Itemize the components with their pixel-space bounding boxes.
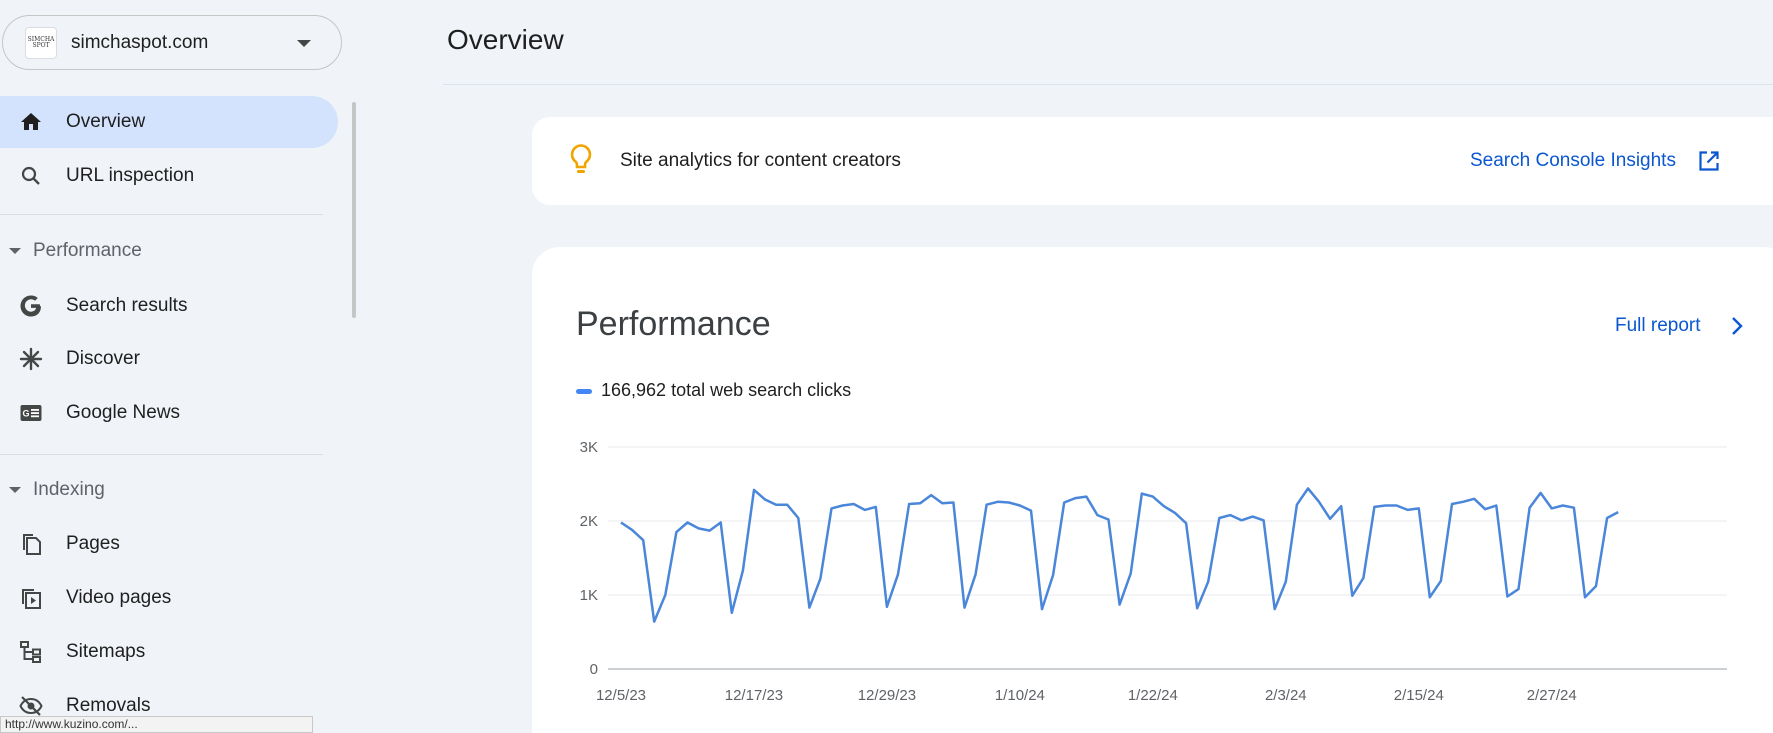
x-tick-label: 2/15/24 bbox=[1394, 687, 1444, 704]
nav-item-removals[interactable]: Removals bbox=[0, 680, 338, 732]
clicks-series-line[interactable] bbox=[620, 487, 1619, 623]
nav-label-pages: Pages bbox=[66, 533, 120, 554]
open-external-icon[interactable] bbox=[1698, 150, 1720, 172]
nav-label-sitemaps: Sitemaps bbox=[66, 641, 146, 662]
search-icon bbox=[18, 163, 44, 189]
chevron-right-icon[interactable] bbox=[1728, 315, 1746, 337]
y-tick-label: 3K bbox=[580, 439, 598, 456]
nav-label-google-news: Google News bbox=[66, 402, 181, 423]
property-name: simchaspot.com bbox=[71, 31, 209, 53]
section-performance[interactable]: Performance bbox=[0, 231, 320, 271]
insights-card: Site analytics for content creators Sear… bbox=[532, 117, 1773, 205]
page-title: Overview bbox=[447, 24, 564, 55]
nav-item-search-results[interactable]: Search results bbox=[0, 280, 338, 332]
x-tick-label: 12/17/23 bbox=[725, 687, 783, 704]
collapse-caret-icon bbox=[9, 248, 21, 254]
nav-label-discover: Discover bbox=[66, 348, 140, 369]
nav-label-search-results: Search results bbox=[66, 295, 188, 316]
removals-icon bbox=[18, 693, 44, 719]
nav-label-overview: Overview bbox=[66, 111, 146, 132]
clicks-line-chart[interactable]: 0 1K 2K 3K 12/5/23 12/17/23 12/29/23 1/10/24 1/2… bbox=[532, 427, 1773, 733]
nav-item-overview[interactable]: Overview bbox=[0, 96, 338, 148]
home-icon bbox=[18, 109, 44, 135]
nav-label-url-inspection: URL inspection bbox=[66, 165, 195, 186]
x-tick-label: 2/27/24 bbox=[1527, 687, 1577, 704]
x-tick-label: 2/3/24 bbox=[1265, 687, 1307, 704]
y-tick-label: 0 bbox=[590, 661, 598, 678]
header-divider bbox=[443, 84, 1773, 85]
property-selector[interactable]: SIMCHA SPOT simchaspot.com bbox=[2, 15, 342, 70]
nav-item-discover[interactable]: Discover bbox=[0, 333, 338, 385]
lightbulb-icon bbox=[568, 143, 594, 177]
performance-title: Performance bbox=[576, 305, 771, 343]
google-g-icon bbox=[18, 293, 44, 319]
asterisk-icon bbox=[18, 346, 44, 372]
section-label-indexing: Indexing bbox=[33, 479, 105, 500]
performance-card: Performance Full report 166,962 total we… bbox=[532, 247, 1773, 733]
legend-swatch bbox=[576, 389, 592, 394]
pages-icon bbox=[18, 531, 44, 557]
nav-item-url-inspection[interactable]: URL inspection bbox=[0, 150, 338, 202]
y-tick-label: 2K bbox=[580, 513, 598, 530]
collapse-caret-icon bbox=[9, 487, 21, 493]
x-tick-label: 12/5/23 bbox=[596, 687, 646, 704]
nav-item-pages[interactable]: Pages bbox=[0, 518, 338, 570]
section-label-performance: Performance bbox=[33, 240, 142, 261]
news-icon: G bbox=[18, 400, 44, 426]
dropdown-caret-icon bbox=[297, 40, 311, 47]
nav-divider bbox=[0, 454, 323, 455]
nav-item-video-pages[interactable]: Video pages bbox=[0, 572, 338, 624]
nav-item-google-news[interactable]: G Google News bbox=[0, 387, 338, 439]
section-indexing[interactable]: Indexing bbox=[0, 470, 320, 510]
svg-text:G: G bbox=[23, 409, 30, 419]
legend-label[interactable]: 166,962 total web search clicks bbox=[601, 380, 852, 400]
search-console-insights-link[interactable]: Search Console Insights bbox=[1470, 150, 1676, 171]
y-tick-label: 1K bbox=[580, 587, 598, 604]
nav-item-sitemaps[interactable]: Sitemaps bbox=[0, 626, 338, 678]
nav-divider bbox=[0, 214, 323, 215]
full-report-link[interactable]: Full report bbox=[1615, 315, 1701, 336]
site-favicon: SIMCHA SPOT bbox=[25, 26, 57, 59]
sitemaps-icon bbox=[18, 639, 44, 665]
sidebar-scrollbar[interactable] bbox=[352, 102, 356, 318]
x-tick-label: 1/22/24 bbox=[1128, 687, 1178, 704]
status-bar-url: http://www.kuzino.com/... bbox=[0, 716, 313, 733]
insights-text: Site analytics for content creators bbox=[620, 150, 901, 171]
x-tick-label: 1/10/24 bbox=[995, 687, 1045, 704]
video-pages-icon bbox=[18, 585, 44, 611]
nav-label-removals: Removals bbox=[66, 695, 151, 716]
sidebar: SIMCHA SPOT simchaspot.com Overview URL i… bbox=[0, 0, 360, 733]
nav-label-video-pages: Video pages bbox=[66, 587, 172, 608]
x-tick-label: 12/29/23 bbox=[858, 687, 916, 704]
